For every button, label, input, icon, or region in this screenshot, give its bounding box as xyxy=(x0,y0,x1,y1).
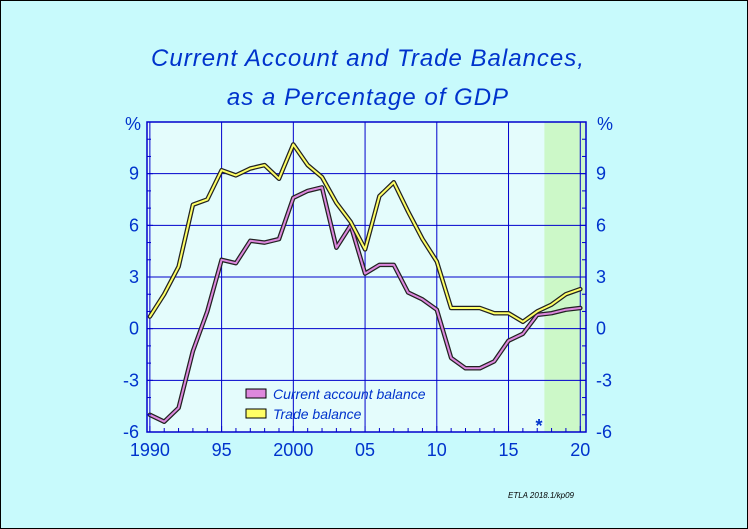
y-tick-label-left: 9 xyxy=(129,164,139,184)
y-axis-unit-left: % xyxy=(125,114,141,134)
axes: -6 -6 -3 -3 0 0 3 3 6 6 9 9 1990 95 2000 05 10 15 20 xyxy=(123,121,612,460)
series-lines xyxy=(147,142,583,424)
source-note: ETLA 2018.1/kp09 xyxy=(508,491,575,500)
chart-subtitle: as a Percentage of GDP xyxy=(227,84,509,111)
legend: Current account balance Trade balance xyxy=(245,386,426,422)
x-tick-label: 15 xyxy=(499,440,519,460)
y-tick-label-right: -3 xyxy=(596,370,612,390)
legend-swatch-trade-balance xyxy=(245,408,267,419)
y-tick-label-left: -6 xyxy=(123,422,139,442)
legend-label-trade-balance: Trade balance xyxy=(273,406,362,422)
forecast-marker: * xyxy=(535,416,542,436)
x-tick-label: 10 xyxy=(427,440,447,460)
x-tick-label: 2000 xyxy=(273,440,313,460)
y-tick-label-left: 3 xyxy=(129,267,139,287)
y-axis-unit-right: % xyxy=(597,114,613,134)
x-tick-label: 20 xyxy=(570,440,590,460)
series-line-current-account xyxy=(148,186,582,423)
chart-title: Current Account and Trade Balances, xyxy=(151,45,585,72)
x-tick-label: 95 xyxy=(212,440,232,460)
y-tick-label-left: 6 xyxy=(129,215,139,235)
x-tick-label: 1990 xyxy=(130,440,170,460)
y-tick-label-right: 3 xyxy=(596,267,606,287)
y-tick-label-left: -3 xyxy=(123,370,139,390)
x-tick-label: 05 xyxy=(355,440,375,460)
y-tick-label-right: 9 xyxy=(596,164,606,184)
legend-swatch-current-account xyxy=(245,388,267,399)
y-tick-label-left: 0 xyxy=(129,319,139,339)
series-line-trade-balance xyxy=(148,143,582,323)
legend-label-current-account: Current account balance xyxy=(273,386,426,402)
y-tick-label-right: -6 xyxy=(596,422,612,442)
y-tick-label-right: 6 xyxy=(596,215,606,235)
y-tick-label-right: 0 xyxy=(596,319,606,339)
